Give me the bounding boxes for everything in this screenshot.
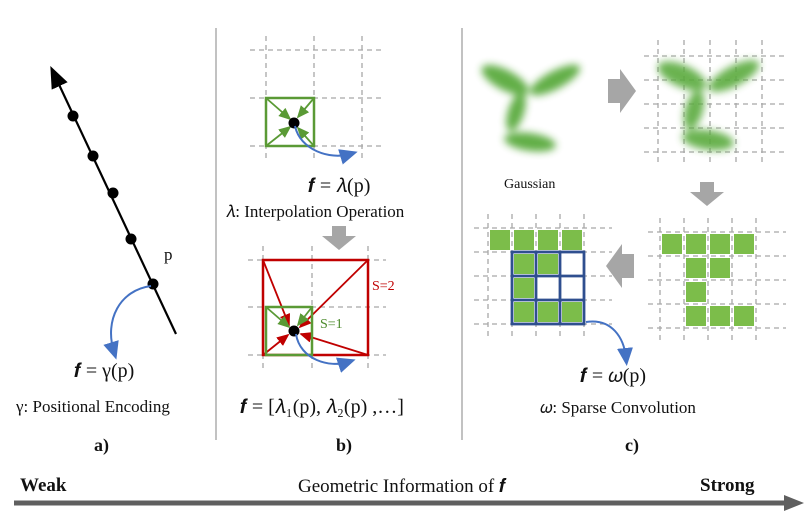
gray-arrow-down-b <box>322 226 356 250</box>
voxels-right <box>662 234 754 326</box>
conv-arrow <box>585 320 633 366</box>
s1-label: S=1 <box>320 317 343 332</box>
gaussian-blobs <box>481 64 581 152</box>
conv-kernel <box>510 250 586 326</box>
gaussian-label: Gaussian <box>504 177 556 192</box>
label-b: b) <box>336 435 353 455</box>
gray-arrow-left <box>606 244 634 288</box>
point-label: p <box>164 245 173 264</box>
gray-arrow-right <box>608 69 636 113</box>
voxels-left <box>490 230 582 322</box>
scale-center-label: Geometric Information of 𝒇 <box>298 476 506 497</box>
equation-a: 𝒇 = γ(p) <box>74 360 135 382</box>
gaussian-blobs-gridded <box>657 60 760 151</box>
label-a: a) <box>94 435 109 455</box>
query-point <box>288 325 300 337</box>
s2-label: S=2 <box>372 279 395 294</box>
panel-b-bottom-multiscale <box>261 258 370 373</box>
equation-b-bottom: 𝒇 = [𝜆₁(p), 𝜆₂(p) ,…] <box>240 396 404 418</box>
panel-c-grid-gaussians <box>644 40 784 166</box>
interp-arrow <box>294 125 358 165</box>
gray-arrow-down-c <box>690 182 724 206</box>
sample-point <box>87 150 99 162</box>
query-point <box>288 117 300 129</box>
multiscale-arrow <box>295 333 356 373</box>
panel-c-voxel-grid <box>648 218 786 342</box>
scale-arrow <box>14 495 804 511</box>
caption-c: 𝜔: Sparse Convolution <box>540 398 696 417</box>
panel-a-ray <box>50 66 177 360</box>
scale-strong-label: Strong <box>700 475 755 496</box>
query-point <box>147 278 159 290</box>
sample-point <box>107 187 119 199</box>
scale-weak-label: Weak <box>20 475 67 496</box>
caption-b: 𝜆: Interpolation Operation <box>226 202 405 221</box>
sample-point <box>125 233 137 245</box>
encoding-arrow <box>103 285 152 360</box>
equation-c: 𝒇 = 𝜔(p) <box>580 365 647 387</box>
sample-point <box>67 110 79 122</box>
caption-a: γ: Positional Encoding <box>16 397 170 416</box>
label-c: c) <box>625 435 639 455</box>
panel-b-top-interpolation <box>264 96 358 165</box>
equation-b-top: 𝒇 = 𝜆(p) <box>308 175 371 197</box>
